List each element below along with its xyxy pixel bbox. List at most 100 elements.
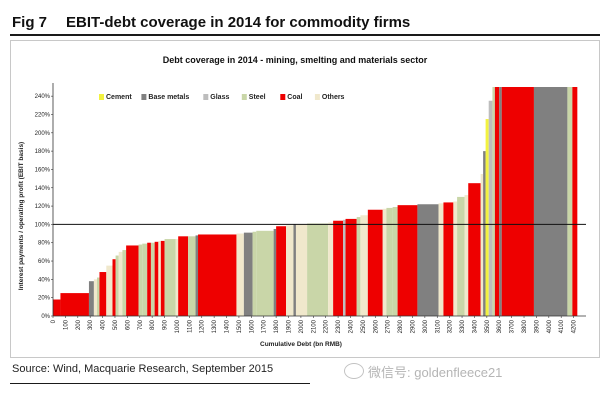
bar-others bbox=[438, 203, 444, 316]
x-tick-label: 3300 bbox=[460, 319, 466, 333]
bar-steel bbox=[188, 236, 196, 316]
bar-others bbox=[286, 225, 294, 316]
bar-steel bbox=[138, 244, 143, 316]
bar-coal bbox=[276, 226, 287, 316]
bar-coal bbox=[333, 220, 344, 316]
x-tick-label: 2400 bbox=[348, 319, 354, 333]
bar-coal bbox=[112, 259, 116, 316]
y-tick-label: 200% bbox=[35, 131, 51, 137]
bar-coal bbox=[147, 242, 151, 316]
x-tick-label: 2000 bbox=[299, 319, 305, 333]
x-tick-label: 0 bbox=[51, 319, 57, 323]
bar-others bbox=[106, 265, 113, 316]
bar-steel bbox=[115, 255, 119, 316]
bar-steel bbox=[256, 230, 274, 316]
bar-others bbox=[236, 233, 244, 316]
legend-label: Steel bbox=[249, 94, 266, 101]
x-axis-label: Cumulative Debt (bn RMB) bbox=[260, 341, 342, 348]
legend-swatch-coal bbox=[280, 94, 286, 100]
x-tick-label: 3600 bbox=[497, 319, 503, 333]
bar-base-metals bbox=[243, 232, 253, 316]
bar-steel bbox=[356, 217, 361, 316]
x-tick-label: 3100 bbox=[435, 319, 441, 333]
x-tick-label: 1500 bbox=[237, 319, 243, 333]
bar-steel bbox=[97, 277, 100, 316]
bar-steel bbox=[457, 196, 465, 316]
figure-title: EBIT-debt coverage in 2014 for commodity… bbox=[66, 14, 411, 31]
legend-label: Coal bbox=[287, 94, 302, 101]
y-tick-label: 60% bbox=[38, 259, 51, 265]
x-tick-label: 1800 bbox=[274, 319, 280, 333]
bar-others bbox=[175, 239, 179, 316]
y-tick-label: 160% bbox=[35, 167, 51, 173]
bar-steel bbox=[567, 87, 573, 316]
y-tick-label: 180% bbox=[35, 149, 51, 155]
x-tick-label: 2600 bbox=[373, 319, 379, 333]
bar-base-metals bbox=[273, 228, 277, 316]
x-tick-label: 4000 bbox=[547, 319, 553, 333]
x-tick-label: 2800 bbox=[398, 319, 404, 333]
bar-others bbox=[295, 224, 308, 316]
bar-coal bbox=[198, 234, 237, 316]
x-tick-label: 3000 bbox=[423, 319, 429, 333]
chart-panel: Debt coverage in 2014 - mining, smelting… bbox=[10, 40, 600, 358]
x-tick-label: 4200 bbox=[572, 319, 578, 333]
bar-others bbox=[118, 251, 123, 316]
watermark-text: 微信号: goldenfleece21 bbox=[368, 365, 503, 380]
legend-label: Base metals bbox=[148, 94, 189, 101]
figure-header: Fig 7 EBIT-debt coverage in 2014 for com… bbox=[10, 8, 600, 36]
bar-coal bbox=[345, 218, 357, 316]
y-tick-label: 240% bbox=[35, 94, 51, 100]
bar-steel bbox=[150, 242, 155, 316]
x-tick-label: 900 bbox=[163, 319, 169, 330]
bar-coal bbox=[572, 87, 578, 316]
y-tick-label: 220% bbox=[35, 112, 51, 118]
bar-base-metals bbox=[195, 235, 199, 316]
x-tick-label: 500 bbox=[113, 319, 119, 330]
legend-swatch-others bbox=[314, 94, 320, 100]
bar-others bbox=[382, 208, 387, 316]
x-tick-label: 3800 bbox=[522, 319, 528, 333]
bar-others bbox=[480, 174, 484, 316]
bar-steel bbox=[307, 223, 329, 316]
bar-steel bbox=[142, 243, 148, 316]
bar-glass bbox=[343, 219, 346, 316]
x-tick-label: 1300 bbox=[212, 319, 218, 333]
y-tick-label: 140% bbox=[35, 186, 51, 192]
bar-others bbox=[93, 279, 97, 316]
bar-coal bbox=[494, 87, 500, 316]
x-tick-label: 2900 bbox=[410, 319, 416, 333]
bar-coal bbox=[154, 241, 159, 316]
x-tick-label: 1400 bbox=[225, 319, 231, 333]
bar-steel bbox=[492, 87, 495, 316]
figure-number: Fig 7 bbox=[12, 14, 48, 31]
x-tick-label: 2200 bbox=[324, 319, 330, 333]
legend-label: Others bbox=[322, 94, 345, 101]
bar-coal bbox=[501, 87, 534, 316]
wechat-icon bbox=[344, 363, 364, 379]
bar-coal bbox=[99, 272, 107, 316]
bar-base-metals bbox=[499, 87, 502, 316]
bar-steel bbox=[164, 239, 176, 316]
bar-others bbox=[453, 201, 458, 316]
footer-divider bbox=[10, 383, 310, 384]
bar-others bbox=[464, 195, 469, 316]
bar-steel bbox=[392, 207, 398, 316]
x-tick-label: 300 bbox=[88, 319, 94, 330]
x-tick-label: 3500 bbox=[485, 319, 491, 333]
bar-coal bbox=[53, 299, 61, 316]
x-tick-label: 1000 bbox=[175, 319, 181, 333]
bar-coal bbox=[397, 205, 418, 316]
y-tick-label: 100% bbox=[35, 222, 51, 228]
legend-swatch-base-metals bbox=[141, 94, 147, 100]
bar-others bbox=[158, 240, 161, 316]
x-tick-label: 400 bbox=[101, 319, 107, 330]
bar-coal bbox=[60, 293, 89, 316]
bar-coal bbox=[178, 236, 189, 316]
legend-swatch-cement bbox=[99, 94, 104, 100]
bar-coal bbox=[468, 183, 481, 316]
bar-glass bbox=[488, 100, 493, 316]
x-tick-label: 3900 bbox=[534, 319, 540, 333]
y-tick-label: 20% bbox=[38, 296, 51, 302]
bar-steel bbox=[122, 250, 127, 316]
